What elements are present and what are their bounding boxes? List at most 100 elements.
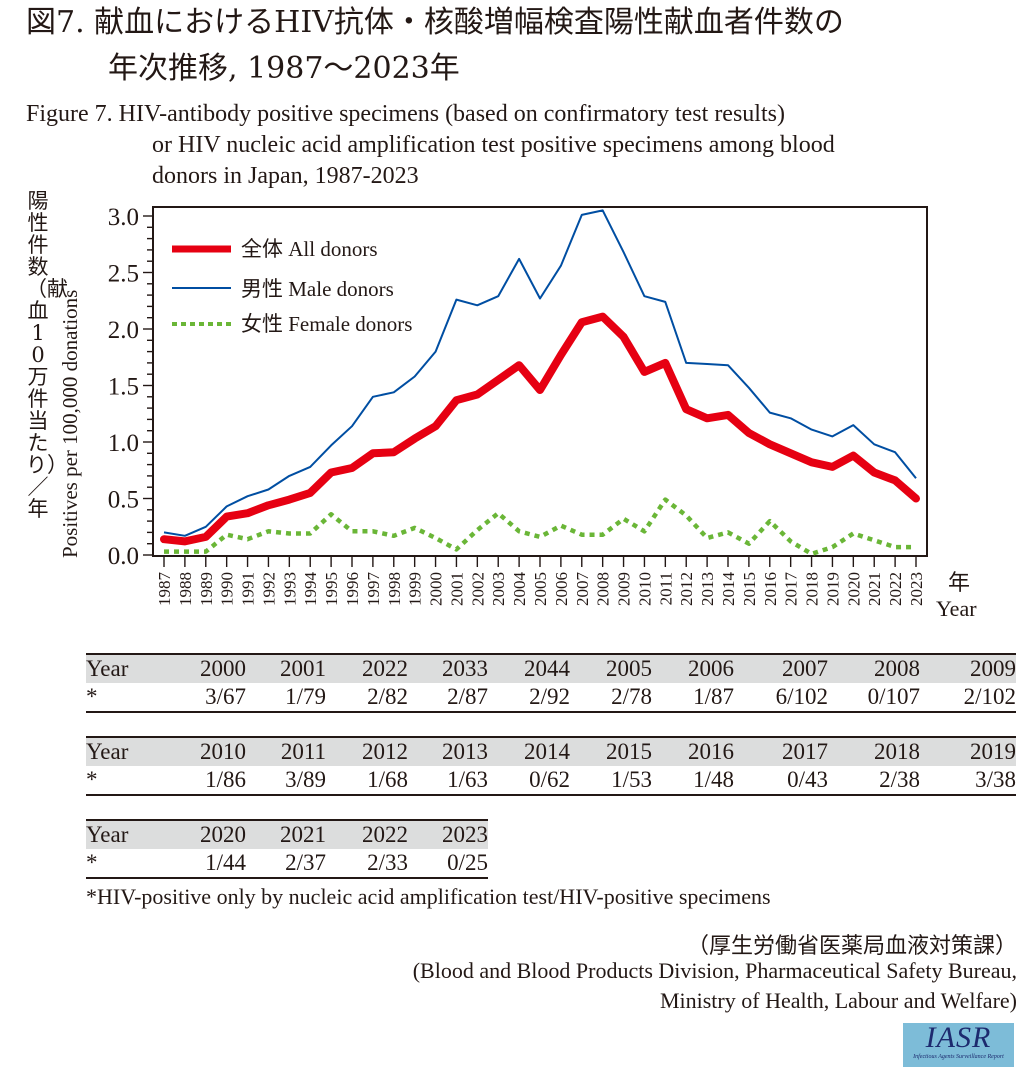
table-year-cell: 2001 xyxy=(246,654,326,683)
x-tick-label: 2009 xyxy=(615,572,634,606)
x-tick-label: 1996 xyxy=(343,572,362,606)
source-jp: （厚生労働省医薬局血液対策課） xyxy=(686,933,1017,958)
table-year-cell: 2010 xyxy=(164,737,246,766)
x-axis-label-jp: 年 xyxy=(948,570,970,595)
legend-label-male: 男性 Male donors xyxy=(241,277,394,301)
legend-label-all: 全体 All donors xyxy=(241,237,378,261)
x-tick-label: 2003 xyxy=(489,572,508,606)
x-tick-label: 2020 xyxy=(844,572,863,606)
table-year-cell: 2033 xyxy=(408,654,488,683)
table-header-row: Year 2020 2021 2022 2023 xyxy=(86,820,488,849)
table-year-cell: 2009 xyxy=(920,654,1016,683)
table-year-cell: 2008 xyxy=(828,654,920,683)
table-year-cell: 2020 xyxy=(164,820,246,849)
table-value-cell: 3/38 xyxy=(975,767,1016,792)
table-row: * 3/67 1/79 2/82 2/87 2/92 2/78 1/87 6/102 0/107 2… xyxy=(86,683,1016,712)
table-value-cell: 2/38 xyxy=(879,767,920,792)
table-value-cell: 1/48 xyxy=(693,767,734,792)
x-tick-label: 2021 xyxy=(865,572,884,606)
x-tick-label: 1993 xyxy=(280,572,299,606)
x-tick-label: 1992 xyxy=(259,572,278,606)
x-tick-label: 2019 xyxy=(823,572,842,606)
x-tick-label: 1989 xyxy=(197,572,216,606)
x-tick-label: 2000 xyxy=(427,572,446,606)
series-line-female xyxy=(164,497,916,557)
table-value-cell: 0/62 xyxy=(529,767,570,792)
title-jp-line1: 図7. 献血におけるHIV抗体・核酸増幅検査陽性献血者件数の xyxy=(26,5,844,40)
table-value-cell: 1/63 xyxy=(447,767,488,792)
iasr-logo: IASR Infectious Agents Surveillance Repo… xyxy=(903,1023,1014,1067)
x-tick-label: 2018 xyxy=(803,572,822,606)
table-year-cell: 2005 xyxy=(570,654,652,683)
table-value-cell: 2/92 xyxy=(529,684,570,709)
source-en-line2: Ministry of Health, Labour and Welfare) xyxy=(659,988,1017,1013)
table-value-cell: 0/25 xyxy=(447,850,488,875)
table-year-cell: 2013 xyxy=(408,737,488,766)
table-year-cell: 2006 xyxy=(652,654,734,683)
table-year-cell: 2044 xyxy=(488,654,570,683)
table-year-cell: 2007 xyxy=(734,654,828,683)
x-tick-label: 2015 xyxy=(740,572,759,606)
table-year-cell: 2014 xyxy=(488,737,570,766)
x-tick-label: 2010 xyxy=(635,572,654,606)
iasr-logo-subtext: Infectious Agents Surveillance Report xyxy=(913,1054,1004,1060)
table-value-cell: 2/37 xyxy=(285,850,326,875)
table-value-cell: 2/82 xyxy=(367,684,408,709)
table-value-cell: 1/68 xyxy=(367,767,408,792)
source-en-line1: (Blood and Blood Products Division, Phar… xyxy=(412,958,1017,983)
x-tick-label: 1995 xyxy=(322,572,341,606)
table-value-cell: 1/53 xyxy=(611,767,652,792)
x-tick-label: 2002 xyxy=(468,572,487,606)
x-tick-label: 2004 xyxy=(510,572,529,607)
table-value-cell: 3/67 xyxy=(205,684,246,709)
x-tick-label: 2006 xyxy=(552,572,571,606)
data-table-3: Year 2020 2021 2022 2023 * 1/44 2/37 2/33 0/25 xyxy=(86,819,488,879)
x-tick-label: 1997 xyxy=(364,572,383,607)
table-year-cell: 2011 xyxy=(246,737,326,766)
x-tick-label: 2017 xyxy=(782,572,801,607)
data-table-1: Year 2000 2001 2022 2033 2044 2005 2006 2007 2008… xyxy=(86,653,1016,713)
table-year-cell: 2023 xyxy=(408,820,488,849)
x-tick-label: 2007 xyxy=(573,572,592,607)
table-value-cell: 2/78 xyxy=(611,684,652,709)
y-tick-label: 1.5 xyxy=(108,374,139,401)
table-value-cell: 3/89 xyxy=(285,767,326,792)
footnote: *HIV-positive only by nucleic acid ampli… xyxy=(86,884,771,909)
y-tick-label: 0.5 xyxy=(108,487,139,514)
table-value-cell: 0/43 xyxy=(787,767,828,792)
table-header-label: Year xyxy=(86,737,164,766)
table-year-cell: 2021 xyxy=(246,820,326,849)
legend-label-female: 女性 Female donors xyxy=(241,312,412,336)
x-tick-label: 2022 xyxy=(886,572,905,606)
y-tick-label: 0.0 xyxy=(108,543,139,570)
x-tick-label: 1999 xyxy=(406,572,425,606)
x-tick-label: 2014 xyxy=(719,572,738,607)
x-tick-label: 2005 xyxy=(531,572,550,606)
table-year-cell: 2022 xyxy=(326,654,408,683)
table-year-cell: 2019 xyxy=(920,737,1016,766)
table-year-cell: 2012 xyxy=(326,737,408,766)
table-row: * 1/86 3/89 1/68 1/63 0/62 1/53 1/48 0/43 2/38 3/3… xyxy=(86,766,1016,795)
table-value-cell: 2/87 xyxy=(447,684,488,709)
x-tick-label: 2016 xyxy=(761,572,780,606)
table-value-cell: 1/44 xyxy=(205,850,246,875)
table-year-cell: 2022 xyxy=(326,820,408,849)
table-value-cell: 2/33 xyxy=(367,850,408,875)
x-tick-label: 2012 xyxy=(677,572,696,606)
table-value-cell: 1/86 xyxy=(205,767,246,792)
legend: 全体 All donors 男性 Male donors 女性 Female d… xyxy=(172,237,412,336)
table-value-cell: 1/87 xyxy=(693,684,734,709)
table-row: * 1/44 2/37 2/33 0/25 xyxy=(86,849,488,878)
x-tick-label: 2023 xyxy=(907,572,926,606)
x-tick-label: 2008 xyxy=(594,572,613,606)
table-header-row: Year 2000 2001 2022 2033 2044 2005 2006 2007 2008… xyxy=(86,654,1016,683)
table-row-label: * xyxy=(86,850,98,875)
title-en-line1: Figure 7. HIV-antibody positive specimen… xyxy=(26,101,785,127)
y-tick-label: 2.5 xyxy=(108,261,139,288)
iasr-logo-text: IASR xyxy=(925,1021,992,1054)
table-value-cell: 0/107 xyxy=(867,684,920,709)
table-value-cell: 2/102 xyxy=(963,684,1016,709)
y-tick-label: 3.0 xyxy=(108,204,139,231)
title-en-line2: or HIV nucleic acid amplification test p… xyxy=(152,132,835,158)
